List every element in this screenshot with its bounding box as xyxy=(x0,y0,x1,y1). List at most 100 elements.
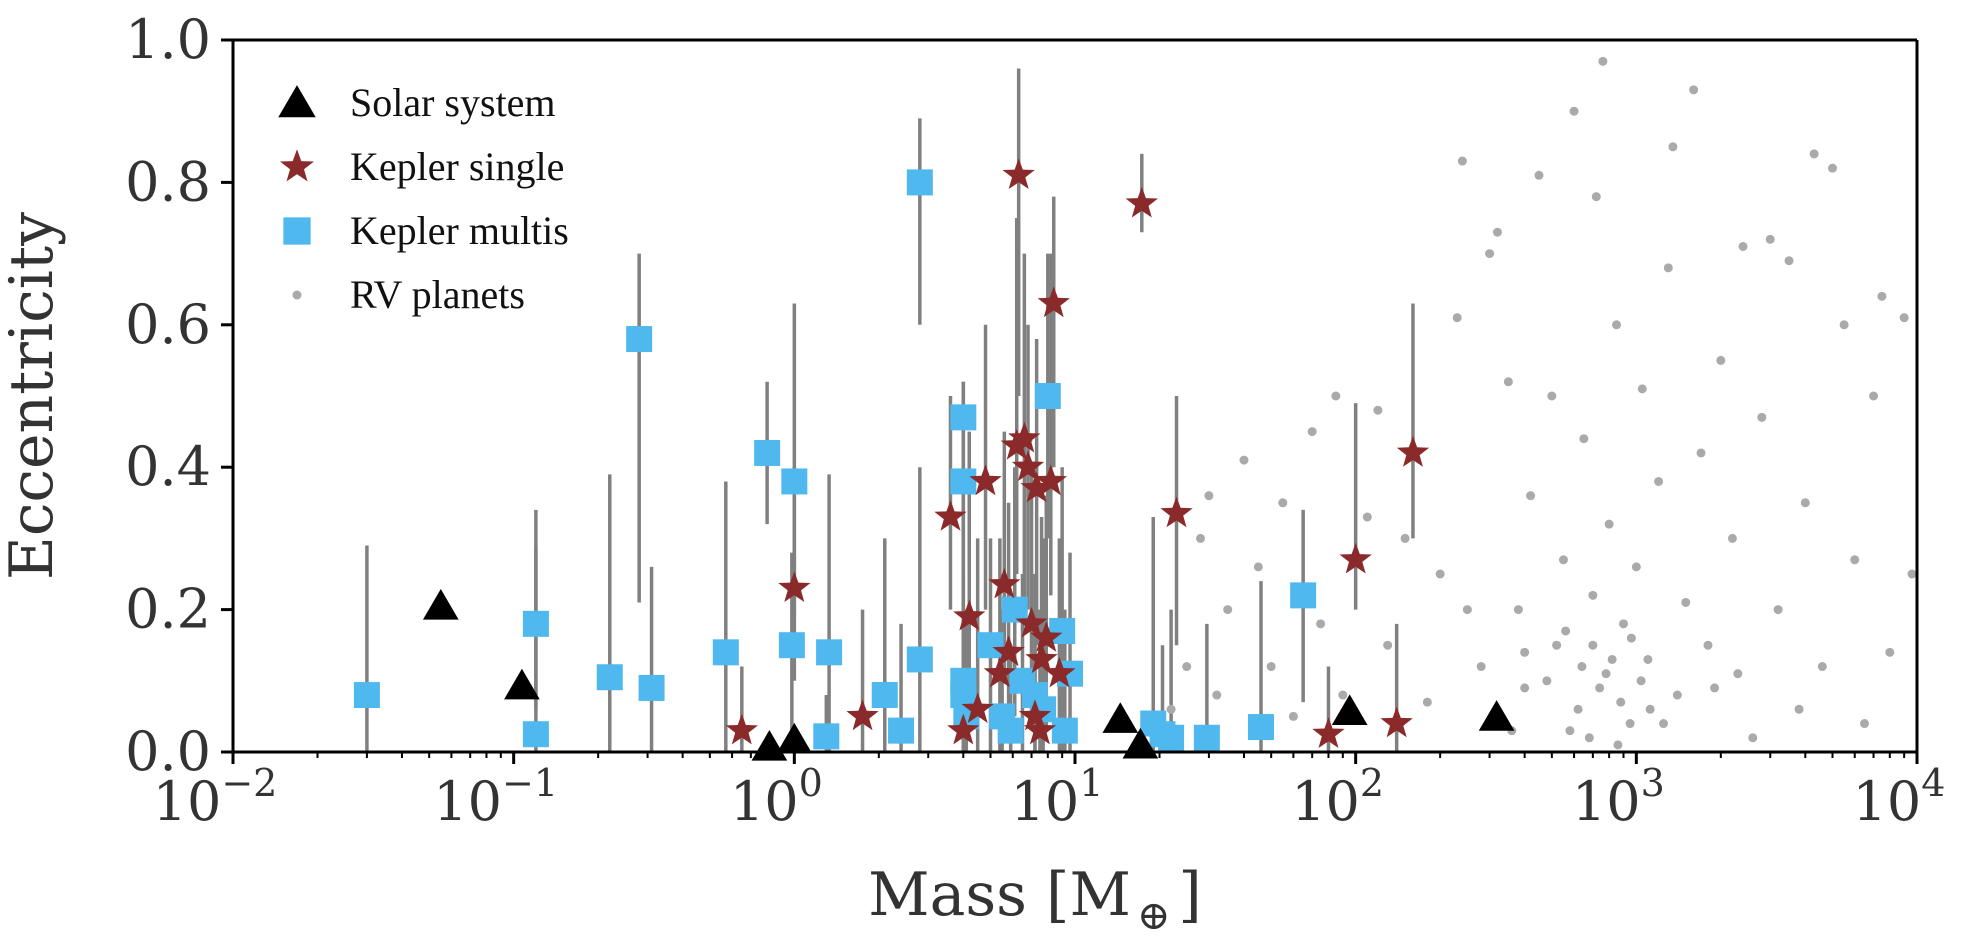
kepler-multi-point xyxy=(888,717,915,744)
kepler-multi-point xyxy=(522,610,549,637)
y-tick-label: 0.2 xyxy=(125,578,211,641)
kepler-single-point xyxy=(1023,713,1057,745)
kepler-multi-point xyxy=(950,404,977,431)
rv-planet-point xyxy=(1457,156,1467,166)
kepler-single-point xyxy=(1312,717,1345,748)
kepler-single-point xyxy=(961,692,994,723)
rv-planet-point xyxy=(1817,662,1827,672)
kepler-multi-point xyxy=(1193,724,1220,751)
legend-item: RV planets xyxy=(292,272,525,317)
kepler-multi-point xyxy=(754,439,781,466)
rv-planet-point xyxy=(1869,391,1879,401)
rv-planet-point xyxy=(1503,377,1513,387)
kepler-multi-point xyxy=(1248,714,1275,741)
legend-marker-star xyxy=(280,149,314,182)
rv-planet-point xyxy=(1672,690,1682,700)
rv-planet-point xyxy=(1637,384,1647,394)
rv-planet-point xyxy=(1716,355,1726,365)
data-points xyxy=(353,56,1917,761)
rv-planet-point xyxy=(1462,605,1472,615)
legend: Solar system Kepler single Kepler multis RV… xyxy=(278,80,569,317)
rv-planet-point xyxy=(1681,597,1691,607)
rv-planet-point xyxy=(1636,676,1646,686)
kepler-single-point xyxy=(969,464,1002,496)
legend-marker-dot xyxy=(292,290,302,300)
legend-item: Kepler single xyxy=(280,144,564,189)
y-tick-label: 1.0 xyxy=(125,8,211,71)
rv-planet-point xyxy=(1828,163,1838,173)
rv-planet-point xyxy=(1773,605,1783,615)
kepler-multi-point xyxy=(638,674,665,701)
y-axis-title: Eccentricity xyxy=(0,212,67,580)
rv-planet-point xyxy=(1166,704,1176,714)
rv-planet-point xyxy=(1579,434,1589,444)
rv-planet-point xyxy=(1794,704,1804,714)
kepler-multi-point xyxy=(906,646,933,673)
kepler-single-point xyxy=(1030,621,1063,652)
solar-system-point xyxy=(776,722,813,754)
legend-label: RV planets xyxy=(350,272,525,317)
kepler-single-point xyxy=(1396,436,1430,467)
rv-planet-point xyxy=(1584,733,1594,743)
kepler-single-point xyxy=(1043,656,1076,688)
rv-planet-point xyxy=(1839,320,1849,330)
kepler-multi-point xyxy=(906,169,933,196)
rv-planet-point xyxy=(1598,56,1608,66)
rv-planet-point xyxy=(1558,555,1568,565)
rv-planet-point xyxy=(1618,619,1628,629)
rv-planet-point xyxy=(1338,690,1348,700)
rv-planet-point xyxy=(1565,726,1575,736)
kepler-single-point xyxy=(934,500,967,531)
kepler-multi-point xyxy=(1149,721,1176,748)
rv-planet-point xyxy=(1588,640,1598,650)
rv-planet-point xyxy=(1631,562,1641,572)
kepler-single-point xyxy=(983,656,1017,688)
kepler-multi-point xyxy=(778,632,805,659)
rv-planet-point xyxy=(1307,427,1317,437)
legend-label: Kepler single xyxy=(350,144,564,189)
kepler-single-point xyxy=(1015,606,1048,638)
rv-planet-point xyxy=(1588,590,1598,600)
kepler-single-point xyxy=(1025,642,1058,674)
rv-planet-point xyxy=(1859,719,1869,729)
kepler-multi-point xyxy=(522,721,549,748)
rv-planet-point xyxy=(1513,605,1523,615)
kepler-single-point xyxy=(1339,542,1372,574)
x-tick-label: 100 xyxy=(730,761,823,833)
rv-planet-point xyxy=(1601,669,1611,679)
solar-system-point xyxy=(1478,700,1515,731)
rv-planet-point xyxy=(1212,690,1222,700)
rv-planet-point xyxy=(1757,412,1767,422)
kepler-single-point xyxy=(947,713,980,745)
rv-planet-point xyxy=(1278,498,1288,508)
legend-item: Kepler multis xyxy=(283,208,569,253)
y-tick-label: 0.6 xyxy=(125,293,211,356)
rv-planet-point xyxy=(1526,491,1536,501)
rv-planet-point xyxy=(1552,640,1562,650)
solar-system-point xyxy=(1102,702,1139,733)
rv-planet-point xyxy=(1223,605,1233,615)
kepler-multi-point xyxy=(781,468,808,495)
kepler-single-point xyxy=(1011,450,1045,481)
rv-planet-point xyxy=(1492,227,1502,237)
rv-planet-point xyxy=(1696,448,1706,458)
rv-planet-point xyxy=(1534,170,1544,180)
kepler-single-point xyxy=(1000,428,1033,460)
kepler-single-point xyxy=(988,567,1021,599)
rv-planet-point xyxy=(1626,633,1636,643)
rv-planet-point xyxy=(1809,149,1819,159)
kepler-multi-point xyxy=(712,639,739,666)
kepler-multi-point xyxy=(1051,717,1078,744)
kepler-multi-point xyxy=(1001,596,1028,623)
rv-planet-point xyxy=(1204,491,1214,501)
rv-planet-point xyxy=(1316,619,1326,629)
x-tick-label: 102 xyxy=(1291,761,1384,833)
x-tick-label: 10−1 xyxy=(433,761,558,833)
legend-marker-square xyxy=(283,217,311,245)
rv-planet-point xyxy=(1373,405,1383,415)
rv-planet-point xyxy=(1689,85,1699,95)
kepler-multi-point xyxy=(353,682,380,709)
rv-planet-point xyxy=(1654,476,1664,486)
rv-planet-point xyxy=(1850,555,1860,565)
rv-planet-point xyxy=(1668,142,1678,152)
